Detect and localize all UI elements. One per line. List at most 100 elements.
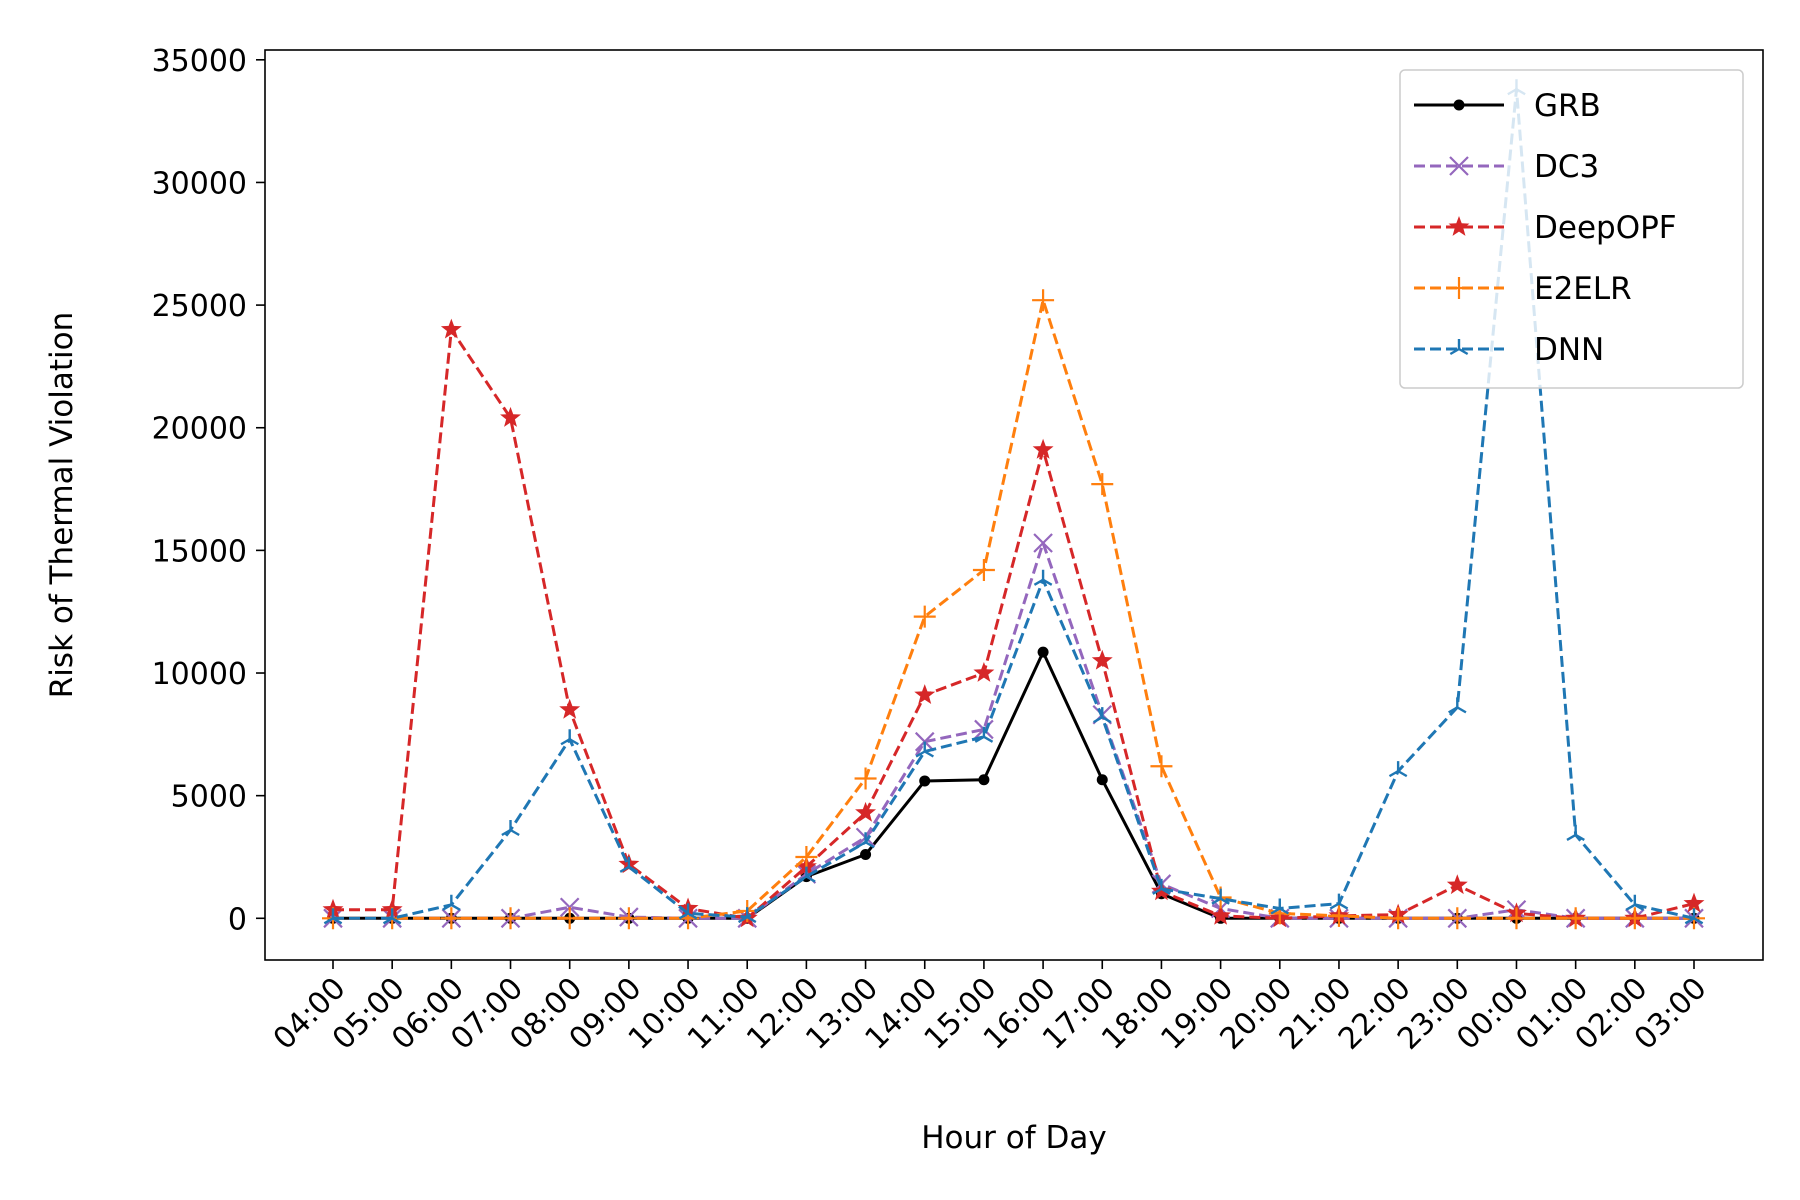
legend-label: DNN <box>1534 332 1604 368</box>
data-point <box>1092 707 1112 724</box>
y-tick-label: 0 <box>228 902 247 937</box>
data-point <box>382 908 402 925</box>
legend-label: DC3 <box>1534 149 1599 185</box>
legend-swatch-marker <box>1449 156 1469 176</box>
series-line <box>333 87 1695 920</box>
series-deepopf <box>322 318 1705 928</box>
plot-area <box>264 49 1764 961</box>
data-point <box>1505 907 1528 930</box>
legend-label: DeepOPF <box>1534 210 1677 246</box>
data-point <box>559 698 581 719</box>
data-point <box>1037 646 1049 658</box>
x-axis: 04:0005:0006:0007:0008:0009:0010:0011:00… <box>267 960 1714 1057</box>
data-point <box>440 907 463 930</box>
legend-label: GRB <box>1534 88 1601 124</box>
data-point <box>1211 888 1230 905</box>
data-point <box>1270 898 1290 915</box>
data-point <box>440 318 462 339</box>
data-point <box>1448 697 1467 714</box>
legend-swatch-marker <box>1448 277 1470 299</box>
data-point <box>1446 874 1468 895</box>
data-point <box>854 767 877 790</box>
legend-item-dnn: DNN <box>1414 332 1604 368</box>
data-point <box>913 605 936 628</box>
y-tick-label: 15000 <box>152 534 247 569</box>
legend-item-e2elr: E2ELR <box>1414 271 1632 307</box>
data-point <box>737 907 757 924</box>
data-point <box>617 907 640 930</box>
legend-swatch-marker <box>1448 216 1470 236</box>
y-tick-label: 30000 <box>152 166 247 201</box>
data-point <box>1033 569 1053 586</box>
data-point <box>1152 878 1171 895</box>
data-point <box>1327 904 1350 927</box>
y-axis-label: Risk of Thermal Violation <box>44 312 80 698</box>
data-point <box>499 907 522 930</box>
data-point <box>974 726 994 743</box>
series-line <box>333 328 1695 920</box>
data-point <box>795 845 818 868</box>
series-layer <box>322 79 1705 930</box>
legend-item-deepopf: DeepOPF <box>1414 210 1677 246</box>
data-point <box>1032 289 1055 312</box>
y-tick-label: 20000 <box>152 412 247 447</box>
data-point <box>1091 473 1114 496</box>
series-line <box>333 541 1694 920</box>
data-point <box>1032 438 1054 459</box>
data-point <box>1033 533 1053 553</box>
y-tick-label: 35000 <box>152 44 247 79</box>
series-line <box>333 298 1694 920</box>
data-point <box>1625 894 1645 911</box>
data-point <box>500 406 521 427</box>
y-axis: 0 5000 10000 15000 20000 25000 30000 35000 <box>152 44 265 937</box>
data-point <box>855 801 877 822</box>
data-point <box>972 559 995 581</box>
data-point <box>1623 907 1646 930</box>
data-point <box>1564 907 1587 930</box>
data-point <box>860 849 872 861</box>
legend-label: E2ELR <box>1534 271 1632 307</box>
data-point <box>978 774 990 786</box>
y-tick-label: 5000 <box>171 780 247 815</box>
series-dc3 <box>323 533 1704 929</box>
legend: GRB DC3 DeepOPF E2ELR DNN <box>1399 69 1744 389</box>
y-tick-label: 10000 <box>152 657 247 692</box>
legend-swatch-marker <box>1449 339 1469 356</box>
data-point <box>558 907 581 930</box>
data-point <box>323 908 343 925</box>
data-point <box>1210 904 1232 925</box>
legend-box <box>1399 69 1744 389</box>
data-point <box>1387 907 1410 930</box>
data-point <box>1096 774 1108 786</box>
data-point <box>559 897 580 918</box>
data-point <box>619 856 639 873</box>
legend-item-grb: GRB <box>1414 88 1601 124</box>
data-point <box>919 775 931 787</box>
data-point <box>1446 907 1469 930</box>
data-point <box>1150 755 1173 778</box>
data-point <box>856 832 875 849</box>
data-point <box>1150 880 1172 901</box>
data-point <box>914 684 936 704</box>
legend-item-dc3: DC3 <box>1414 149 1599 185</box>
data-point <box>915 741 935 758</box>
data-point <box>560 729 579 746</box>
data-point <box>1683 892 1705 913</box>
data-point <box>1091 649 1113 670</box>
data-point <box>442 894 461 911</box>
data-point <box>678 903 698 920</box>
data-point <box>1388 761 1408 778</box>
data-point <box>797 866 816 883</box>
data-point <box>973 662 995 682</box>
data-point <box>1566 824 1585 841</box>
x-axis-label: Hour of Day <box>921 1120 1106 1156</box>
series-grb <box>327 646 1700 924</box>
data-point <box>1329 893 1349 910</box>
y-tick-label: 25000 <box>152 289 247 324</box>
data-point <box>501 819 520 837</box>
series-dnn <box>323 79 1704 925</box>
data-point <box>1684 908 1704 925</box>
plot-frame <box>264 49 1764 961</box>
legend-swatch-marker <box>1453 99 1465 111</box>
